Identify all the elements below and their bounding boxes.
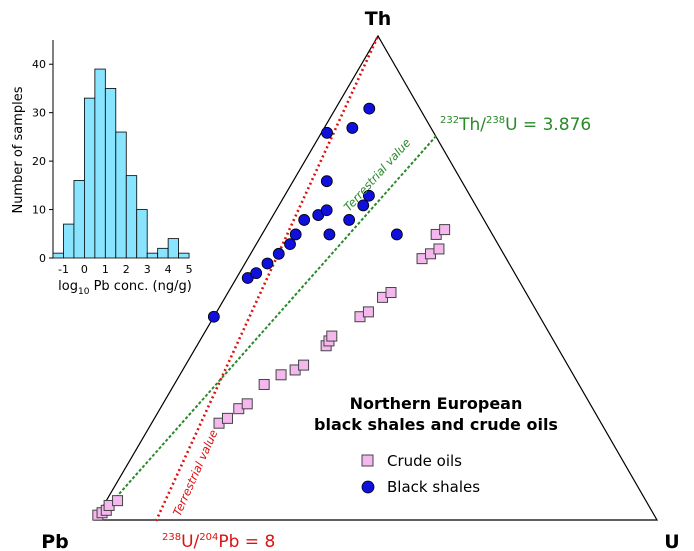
- u-pb-reference-line: [154, 35, 380, 522]
- black-shale-point: [343, 214, 356, 226]
- chart-title-line1: Northern European: [350, 394, 523, 413]
- histogram-bar: [157, 247, 169, 259]
- histogram-bar: [146, 252, 159, 259]
- chart-title-line2: black shales and crude oils: [314, 415, 558, 434]
- black-shale-point: [357, 199, 370, 212]
- black-shale-point: [320, 175, 333, 188]
- black-shale-point: [207, 310, 220, 323]
- crude-oil-point: [258, 378, 270, 390]
- histogram-x-tick-label: 5: [186, 263, 193, 276]
- black-shale-point: [284, 238, 296, 251]
- legend: Crude oils Black shales: [361, 452, 480, 496]
- histogram-y-tick-label: 10: [32, 204, 46, 217]
- crude-oil-point: [433, 243, 445, 255]
- apex-label-pb: Pb: [41, 531, 69, 551]
- histogram-x-axis-label: log10 Pb conc. (ng/g): [58, 279, 192, 297]
- histogram-bar: [84, 97, 96, 259]
- histogram-x-tick-label: -1: [58, 263, 69, 276]
- histogram-bar: [178, 252, 190, 259]
- u-pb-ratio-label: 238U/204Pb = 8: [162, 532, 275, 551]
- black-shale-point: [346, 122, 359, 134]
- black-shale-point: [390, 228, 403, 241]
- histogram-bar: [136, 209, 148, 259]
- histogram-y-tick-label: 40: [32, 58, 46, 71]
- histogram-x-tick-label: 0: [81, 263, 88, 276]
- crude-oil-point: [241, 398, 253, 410]
- black-shale-point: [363, 189, 375, 202]
- black-shale-point: [363, 102, 376, 115]
- histogram-bar: [125, 175, 138, 259]
- black-shale-point: [321, 126, 333, 139]
- crude-oil-point: [112, 495, 124, 507]
- crude-oil-point: [298, 359, 310, 371]
- black-shale-point: [272, 247, 285, 260]
- histogram-x-tick-label: 1: [102, 263, 109, 276]
- histogram-y-tick-label: 0: [39, 252, 46, 265]
- histogram-y-axis-label: Number of samples: [11, 86, 26, 213]
- crude-oil-point: [275, 369, 287, 381]
- histogram-bar: [167, 238, 179, 259]
- histogram-inset: 0 10 20 30 40 -1 0 1 2 3 4 5 Number of samples log…: [11, 40, 193, 297]
- th-u-reference-line: [95, 134, 438, 521]
- histogram-bars: [52, 68, 190, 259]
- histogram-y-tick-label: 20: [32, 155, 46, 168]
- histogram-bar: [52, 252, 64, 259]
- histogram-y-tick-label: 30: [32, 107, 46, 120]
- histogram-x-tick-label: 3: [144, 263, 151, 276]
- crude-oil-point: [221, 412, 233, 424]
- histogram-x-ticks: -1 0 1 2 3 4 5: [58, 263, 193, 276]
- black-shale-point: [320, 204, 333, 217]
- crude-oil-point: [362, 306, 374, 318]
- histogram-bar: [94, 68, 106, 259]
- histogram-x-tick-label: 4: [165, 263, 172, 276]
- crude-oil-point: [326, 330, 338, 342]
- histogram-bar: [115, 131, 127, 259]
- black-shale-point: [323, 228, 336, 241]
- black-shale-point: [298, 214, 311, 226]
- ternary-triangle: [93, 34, 659, 521]
- ternary-points: [92, 102, 451, 521]
- black-shale-point: [250, 267, 263, 280]
- th-u-ratio-label: 232Th/238U = 3.876: [440, 115, 591, 135]
- legend-marker-crude-oils: [361, 454, 374, 467]
- histogram-x-tick-label: 2: [123, 263, 130, 276]
- histogram-bar: [63, 223, 75, 259]
- black-shale-point: [289, 228, 302, 241]
- legend-label-crude-oils: Crude oils: [387, 452, 462, 470]
- apex-label-th: Th: [365, 8, 392, 30]
- legend-marker-black-shales: [361, 480, 375, 494]
- histogram-y-ticks: 0 10 20 30 40: [32, 58, 53, 265]
- histogram-bar: [73, 180, 85, 259]
- u-pb-terrestrial-note: Terrestrial value: [170, 428, 221, 519]
- crude-oil-point: [439, 224, 451, 236]
- legend-label-black-shales: Black shales: [387, 478, 480, 496]
- black-shale-point: [261, 257, 274, 270]
- apex-label-u: U: [664, 531, 679, 551]
- crude-oil-point: [385, 287, 397, 299]
- histogram-bar: [104, 88, 117, 259]
